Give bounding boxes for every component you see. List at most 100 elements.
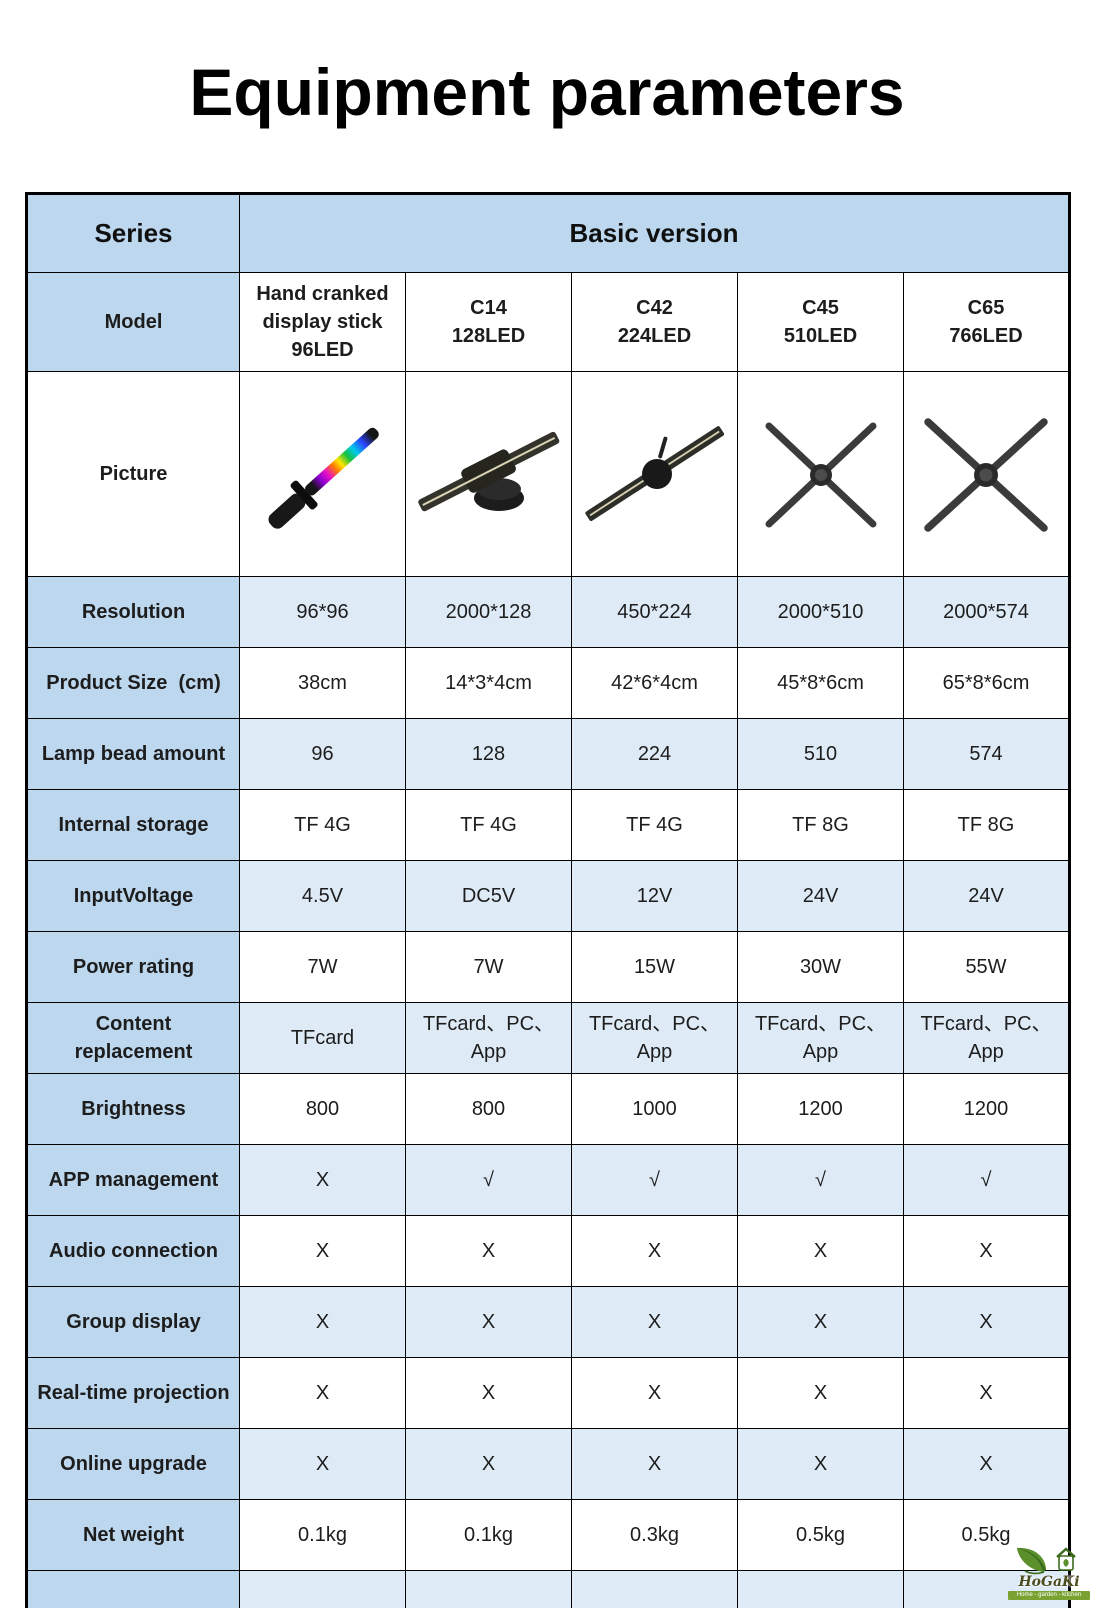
equipment-parameters-table: Series Basic version Model Hand cranked … xyxy=(25,192,1071,1608)
brand-watermark: HoGaKi Home - garden - kitchen xyxy=(1006,1544,1092,1600)
spec-value-cell: 574 xyxy=(903,718,1070,790)
product-image-cell xyxy=(571,371,738,577)
brand-name: HoGaKi xyxy=(1018,1574,1080,1590)
spec-row: Resolution 96*96 2000*128 450*224 2000*5… xyxy=(26,576,1070,648)
spec-value-cell: 7W xyxy=(239,931,406,1003)
spec-value-cell: TF 4G xyxy=(571,789,738,861)
model-name-cell: C14 128LED xyxy=(405,272,572,372)
spec-value-cell: 2000*574 xyxy=(903,576,1070,648)
spec-value-cell: 15W xyxy=(571,931,738,1003)
spec-value-cell: DC5V xyxy=(405,860,572,932)
spec-value-cell: X xyxy=(571,1357,738,1429)
spec-value-cell: 800 xyxy=(405,1073,572,1145)
spec-row: Real-time projection X X X X X xyxy=(26,1357,1070,1429)
spec-row: Power rating 7W 7W 15W 30W 55W xyxy=(26,931,1070,1003)
spec-row-label: Resolution xyxy=(26,576,240,648)
spec-value-cell: TF 8G xyxy=(737,789,904,861)
spec-row: Content replacement TFcard TFcard、PC、 Ap… xyxy=(26,1002,1070,1074)
spec-value-cell: 26*14*7cm xyxy=(571,1570,738,1608)
spec-row-label: Product Size (cm) xyxy=(26,647,240,719)
spec-row: Lamp bead amount 96 128 224 510 574 xyxy=(26,718,1070,790)
hand-cranked-led-stick-image xyxy=(268,427,379,529)
spec-value-cell: X xyxy=(571,1286,738,1358)
spec-value-cell: TFcard、PC、 App xyxy=(571,1002,738,1074)
spec-value-cell: X xyxy=(903,1428,1070,1500)
spec-row-label: Power rating xyxy=(26,931,240,1003)
page-title: Equipment parameters xyxy=(189,55,905,129)
spec-row-label: Packing Size(Single) xyxy=(26,1570,240,1608)
product-image-cell xyxy=(903,371,1070,577)
model-name-cell: Hand cranked display stick 96LED xyxy=(239,272,406,372)
spec-value-cell: X xyxy=(903,1215,1070,1287)
spec-value-cell: 30W xyxy=(737,931,904,1003)
product-image-cell xyxy=(239,371,406,577)
table-header-row: Series Basic version xyxy=(26,193,1070,273)
spec-value-cell: 24V xyxy=(737,860,904,932)
four-blade-x-fan-image xyxy=(765,422,876,528)
spec-row-label: Audio connection xyxy=(26,1215,240,1287)
spec-value-cell: 7W xyxy=(405,931,572,1003)
spec-value-cell: 45*8*6cm xyxy=(737,647,904,719)
spec-row-label: Online upgrade xyxy=(26,1428,240,1500)
product-image-cell xyxy=(737,371,904,577)
spec-row-label: Group display xyxy=(26,1286,240,1358)
spec-row: APP management X √ √ √ √ xyxy=(26,1144,1070,1216)
spec-value-cell: X xyxy=(737,1428,904,1500)
spec-row-label: Brightness xyxy=(26,1073,240,1145)
spec-value-cell: 224 xyxy=(571,718,738,790)
spec-row-label: InputVoltage xyxy=(26,860,240,932)
single-blade-fan-with-hub-image xyxy=(584,426,724,521)
spec-row: Internal storage TF 4G TF 4G TF 4G TF 8G… xyxy=(26,789,1070,861)
product-image-cell xyxy=(405,371,572,577)
spec-row: InputVoltage 4.5V DC5V 12V 24V 24V xyxy=(26,860,1070,932)
spec-row: Group display X X X X X xyxy=(26,1286,1070,1358)
picture-row-label: Picture xyxy=(26,371,240,577)
model-name-cell: C65 766LED xyxy=(903,272,1070,372)
spec-value-cell: 2000*510 xyxy=(737,576,904,648)
spec-value-cell: X xyxy=(737,1215,904,1287)
spec-row: Online upgrade X X X X X xyxy=(26,1428,1070,1500)
model-row-label: Model xyxy=(26,272,240,372)
spec-value-cell: X xyxy=(239,1357,406,1429)
spec-value-cell: TFcard xyxy=(239,1002,406,1074)
spec-value-cell: X xyxy=(571,1215,738,1287)
spec-row-label: APP management xyxy=(26,1144,240,1216)
spec-value-cell: 2000*128 xyxy=(405,576,572,648)
spec-value-cell: X xyxy=(571,1428,738,1500)
spec-value-cell: 0.5kg xyxy=(737,1499,904,1571)
model-name-cell: C42 224LED xyxy=(571,272,738,372)
spec-value-cell: X xyxy=(405,1428,572,1500)
spec-value-cell: 1200 xyxy=(903,1073,1070,1145)
basic-version-header-cell: Basic version xyxy=(239,193,1070,273)
spec-value-cell: 41*8*5cm xyxy=(239,1570,406,1608)
leaf-and-house-icon xyxy=(1017,1547,1076,1575)
spec-value-cell: √ xyxy=(571,1144,738,1216)
spec-value-cell: X xyxy=(903,1286,1070,1358)
spec-value-cell: 450*224 xyxy=(571,576,738,648)
spec-value-cell: 96 xyxy=(239,718,406,790)
spec-value-cell: X xyxy=(903,1357,1070,1429)
spec-value-cell: X xyxy=(737,1357,904,1429)
spec-value-cell: 65*8*6cm xyxy=(903,647,1070,719)
spec-row-label: Real-time projection xyxy=(26,1357,240,1429)
model-name-cell: C45 510LED xyxy=(737,272,904,372)
picture-row: Picture xyxy=(26,371,1070,577)
spec-row: Product Size (cm) 38cm 14*3*4cm 42*6*4cm… xyxy=(26,647,1070,719)
single-blade-fan-on-base-image xyxy=(417,431,559,512)
spec-value-cell: TF 4G xyxy=(405,789,572,861)
spec-value-cell: X xyxy=(239,1286,406,1358)
spec-value-cell: 1000 xyxy=(571,1073,738,1145)
spec-value-cell: X xyxy=(239,1144,406,1216)
spec-row: Net weight 0.1kg 0.1kg 0.3kg 0.5kg 0.5kg xyxy=(26,1499,1070,1571)
spec-value-cell: 510 xyxy=(737,718,904,790)
spec-value-cell: 0.1kg xyxy=(239,1499,406,1571)
spec-value-cell: 38cm xyxy=(239,647,406,719)
spec-value-cell: 33*18*8cm xyxy=(737,1570,904,1608)
spec-value-cell: X xyxy=(405,1215,572,1287)
spec-value-cell: 42*6*4cm xyxy=(571,647,738,719)
spec-value-cell: X xyxy=(405,1357,572,1429)
spec-value-cell: TF 4G xyxy=(239,789,406,861)
spec-row-label: Internal storage xyxy=(26,789,240,861)
spec-value-cell: 128 xyxy=(405,718,572,790)
